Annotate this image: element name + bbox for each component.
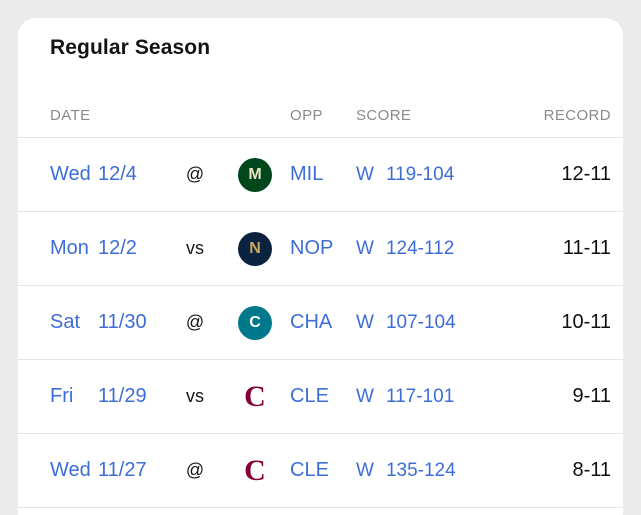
- game-score: W 119-104: [356, 164, 561, 186]
- team-logo-cell: M: [220, 157, 290, 192]
- opponent-abbr: CLE: [290, 459, 329, 481]
- team-logo-cell: N: [220, 231, 290, 266]
- game-result-label: W: [356, 459, 374, 481]
- game-row-partial: [18, 507, 623, 515]
- column-header-opp: OPP: [290, 107, 323, 124]
- game-points-label: 135-124: [385, 459, 456, 481]
- home-away-indicator: vs: [186, 238, 204, 258]
- table-header-row: DATE OPP SCORE RECORD: [18, 61, 623, 137]
- opponent-abbr: NOP: [290, 237, 334, 259]
- game-score: W 107-104: [356, 312, 561, 334]
- game-date: Sat 11/30: [50, 311, 170, 334]
- game-result-label: W: [356, 163, 374, 185]
- game-score: W 124-112: [356, 238, 563, 260]
- game-result-label: W: [356, 385, 374, 407]
- cavaliers-logo-icon: C: [244, 453, 266, 487]
- game-row[interactable]: Mon 12/2 vs N NOP W 124-112 11-11: [18, 211, 623, 285]
- game-date-label: 12/2: [98, 237, 137, 259]
- game-row[interactable]: Fri 11/29 vs C CLE W 117-101 9-11: [18, 359, 623, 433]
- game-row[interactable]: Wed 12/4 @ M MIL W 119-104 12-11: [18, 137, 623, 211]
- opponent-abbr: CLE: [290, 385, 329, 407]
- bucks-logo-icon: M: [238, 157, 272, 192]
- column-header-score: SCORE: [356, 107, 412, 124]
- game-day-label: Fri: [50, 385, 74, 407]
- section-title: Regular Season: [50, 36, 211, 59]
- home-away-indicator: @: [185, 460, 205, 480]
- game-date-label: 11/30: [98, 311, 147, 333]
- game-date: Wed 11/27: [50, 459, 170, 482]
- schedule-card: Regular Season DATE OPP SCORE RECORD Wed…: [18, 18, 623, 515]
- opponent-abbr: MIL: [290, 163, 324, 185]
- game-row[interactable]: Sat 11/30 @ C CHA W 107-104 10-11: [18, 285, 623, 359]
- team-logo-cell: C: [220, 454, 290, 488]
- game-points-label: 119-104: [385, 163, 455, 185]
- game-day-label: Sat: [50, 311, 81, 333]
- cavaliers-logo-icon: C: [244, 379, 266, 413]
- game-date: Mon 12/2: [50, 237, 170, 260]
- pelicans-logo-icon: N: [238, 231, 272, 266]
- game-date-label: 11/29: [98, 385, 147, 407]
- game-date: Fri 11/29: [50, 385, 170, 408]
- game-day-label: Wed: [50, 163, 91, 185]
- game-result-label: W: [356, 311, 374, 333]
- game-points-label: 117-101: [385, 385, 455, 407]
- home-away-indicator: vs: [186, 386, 204, 406]
- home-away-indicator: @: [185, 312, 205, 332]
- game-points-label: 124-112: [385, 237, 455, 259]
- team-logo-cell: C: [220, 380, 290, 414]
- game-points-label: 107-104: [385, 311, 456, 333]
- hornets-logo-icon: C: [238, 305, 272, 340]
- game-day-label: Wed: [50, 459, 91, 481]
- game-score: W 135-124: [356, 460, 572, 482]
- column-header-record: RECORD: [543, 107, 611, 124]
- team-record: 8-11: [572, 459, 611, 481]
- team-record: 9-11: [572, 385, 611, 407]
- team-logo-cell: C: [220, 305, 290, 340]
- team-record: 11-11: [562, 237, 611, 259]
- game-day-label: Mon: [50, 237, 89, 259]
- team-record: 10-11: [561, 311, 611, 333]
- game-date-label: 11/27: [98, 459, 147, 481]
- game-date-label: 12/4: [98, 163, 137, 185]
- game-date: Wed 12/4: [50, 163, 170, 186]
- team-record: 12-11: [561, 163, 611, 185]
- game-result-label: W: [356, 237, 374, 259]
- game-row[interactable]: Wed 11/27 @ C CLE W 135-124 8-11: [18, 433, 623, 507]
- home-away-indicator: @: [185, 164, 205, 184]
- opponent-abbr: CHA: [290, 311, 333, 333]
- game-score: W 117-101: [356, 386, 572, 408]
- column-header-date: DATE: [50, 107, 91, 124]
